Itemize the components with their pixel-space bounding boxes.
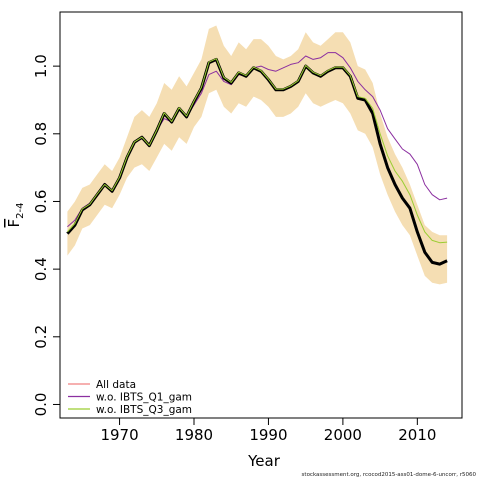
y-tick-label: 0.4 (32, 257, 50, 281)
x-tick-label: 2000 (324, 426, 362, 444)
series-line-3 (67, 58, 448, 244)
x-tick-label: 2010 (398, 426, 436, 444)
y-axis-title-sub: 2-4 (15, 203, 26, 219)
y-tick-label: 0.8 (32, 122, 50, 146)
y-tick-label: 0.0 (32, 393, 50, 417)
confidence-band (67, 25, 448, 285)
credit-text: stockassessment.org, rcocod2015-ass01-do… (301, 472, 476, 478)
legend-label: All data (96, 379, 136, 391)
x-tick-label: 1980 (175, 426, 213, 444)
x-tick-label: 1990 (249, 426, 287, 444)
x-axis-title: Year (247, 452, 281, 470)
y-tick-label: 0.6 (32, 190, 50, 214)
y-tick-label: 1.0 (32, 54, 50, 78)
y-tick-label: 0.2 (32, 325, 50, 349)
y-axis-title-main: F (5, 219, 23, 228)
x-tick-label: 1970 (100, 426, 138, 444)
y-axis: 0.0 0.2 0.4 0.6 0.8 1.0 (32, 54, 61, 417)
y-axis-title: F2-4 (5, 203, 26, 228)
legend-label: w.o. IBTS_Q3_gam (96, 404, 192, 416)
svg-text:F2-4: F2-4 (5, 203, 26, 228)
x-axis: 1970 1980 1990 2000 2010 (100, 417, 436, 444)
legend-label: w.o. IBTS_Q1_gam (96, 392, 192, 404)
